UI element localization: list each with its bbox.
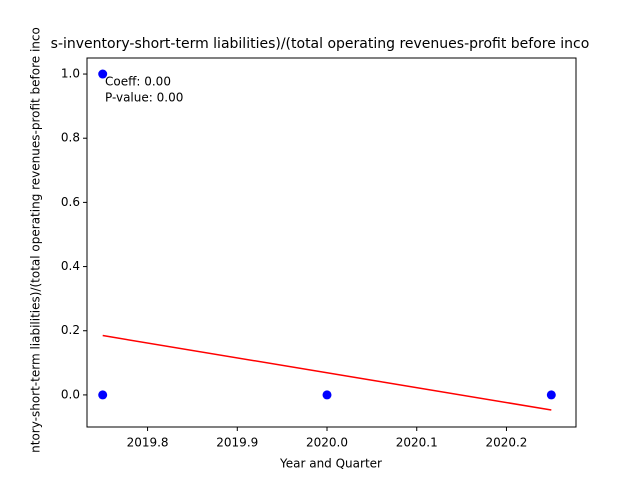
y-tick-label: 0.0 [61, 387, 80, 401]
x-tick-label: 2020.0 [306, 436, 348, 450]
plot-frame [86, 57, 577, 428]
annotation: P-value: 0.00 [105, 91, 183, 105]
x-tick-label: 2020.1 [396, 436, 438, 450]
y-tick-label: 0.8 [61, 131, 80, 145]
x-tick-label: 2019.8 [127, 436, 169, 450]
y-tick-label: 1.0 [61, 67, 80, 81]
chart-title: s-inventory-short-term liabilities)/(tot… [51, 36, 590, 52]
x-tick-label: 2019.9 [216, 436, 258, 450]
y-tick-label: 0.6 [61, 195, 80, 209]
y-tick-label: 0.2 [61, 323, 80, 337]
x-tick-label: 2020.2 [485, 436, 527, 450]
scatter-point [98, 390, 108, 400]
scatter-point [98, 69, 108, 79]
scatter-point [322, 390, 332, 400]
y-tick-label: 0.4 [61, 259, 80, 273]
annotation: Coeff: 0.00 [105, 75, 171, 89]
x-axis-label: Year and Quarter [279, 457, 382, 471]
y-axis-label: ntory-short-term liabilities)/(total ope… [29, 27, 43, 453]
scatter-point [546, 390, 556, 400]
regression-line [102, 334, 552, 411]
